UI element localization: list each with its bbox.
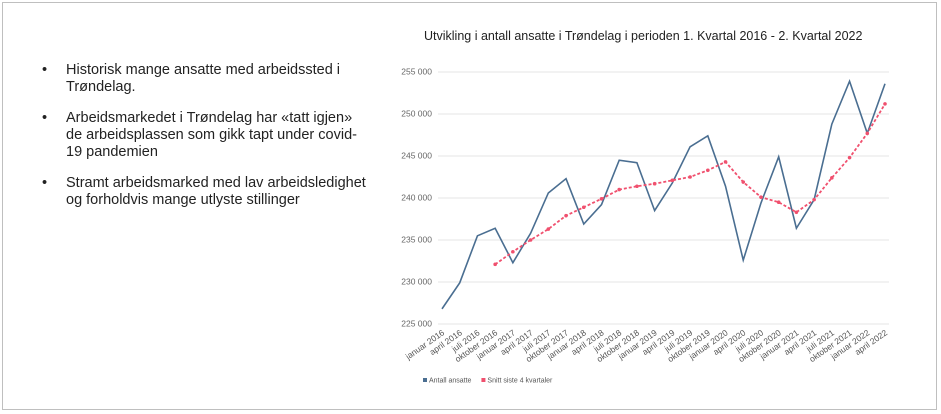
bullet: Arbeidsmarkedet i Trøndelag har «tatt ig…	[38, 110, 368, 161]
bullet: Stramt arbeidsmarked med lav arbeidsledi…	[38, 175, 368, 209]
series-marker	[794, 210, 799, 215]
series-marker	[511, 249, 515, 254]
chart-title: Utvikling i antall ansatte i Trøndelag i…	[424, 29, 863, 43]
series-marker	[706, 168, 710, 173]
bullet-list: Historisk mange ansatte med arbeidssted …	[38, 62, 368, 223]
series-marker	[883, 102, 887, 106]
series-marker	[617, 187, 621, 192]
legend-swatch	[481, 378, 486, 382]
series-marker	[599, 197, 604, 201]
y-tick-label: 235 000	[401, 234, 432, 244]
series-marker	[865, 131, 870, 136]
series-marker	[688, 175, 692, 179]
y-tick-label: 245 000	[401, 150, 432, 160]
series-marker	[723, 160, 728, 164]
series-marker	[670, 178, 675, 183]
y-tick-label: 240 000	[401, 192, 432, 202]
series-marker	[546, 227, 551, 231]
y-tick-label: 255 000	[401, 66, 432, 76]
slide	[2, 2, 937, 410]
series-marker	[635, 184, 639, 189]
series-marker	[652, 181, 657, 186]
series-marker	[812, 197, 816, 202]
y-tick-label: 230 000	[401, 276, 432, 286]
y-tick-label: 250 000	[401, 108, 432, 118]
series-marker	[564, 213, 568, 218]
series-marker	[528, 238, 533, 242]
series-marker	[847, 155, 852, 160]
legend-label: Snitt siste 4 kvartaler	[487, 377, 553, 384]
series-marker	[493, 262, 497, 267]
y-tick-label: 225 000	[401, 318, 432, 328]
legend-swatch	[423, 378, 427, 382]
series-line	[441, 78, 886, 310]
series-marker	[741, 180, 746, 184]
series-marker	[776, 200, 781, 204]
bullet: Historisk mange ansatte med arbeidssted …	[38, 62, 368, 96]
series-marker	[830, 176, 834, 180]
series-marker	[581, 205, 586, 210]
series-marker	[759, 195, 763, 199]
legend-label: Antall ansatte	[429, 377, 472, 384]
